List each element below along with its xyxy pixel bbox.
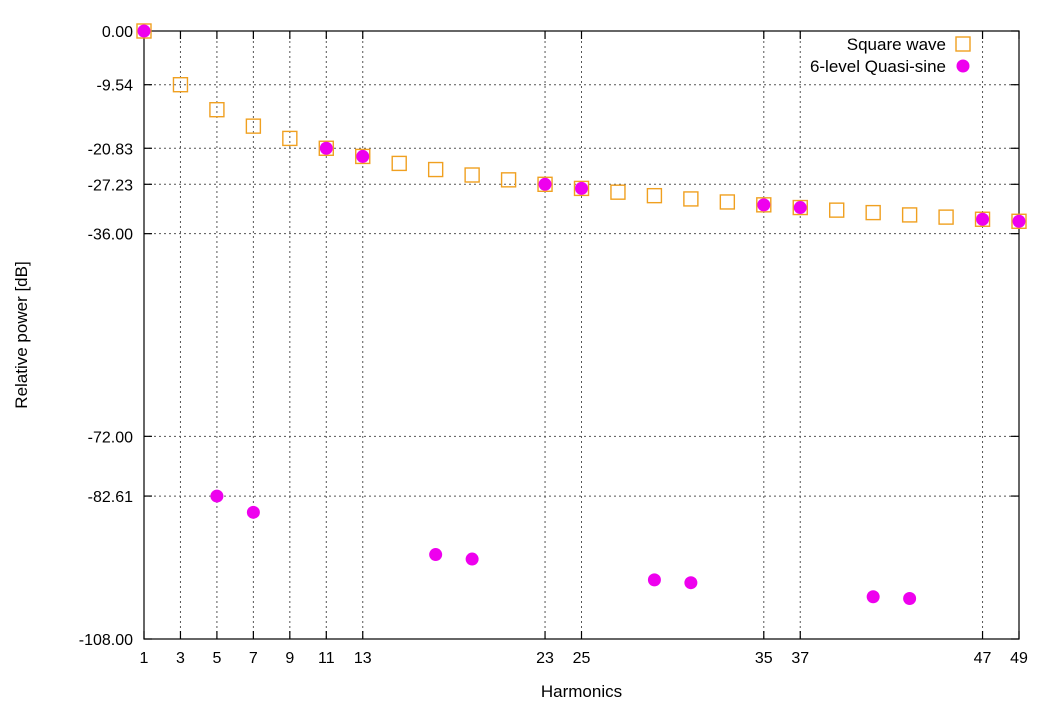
legend-marker-square bbox=[955, 36, 971, 52]
square-wave-point bbox=[756, 197, 772, 213]
quasi-sine-point bbox=[210, 489, 224, 503]
x-tick-label: 25 bbox=[573, 650, 591, 667]
series-2 bbox=[137, 24, 1026, 605]
square-wave-point bbox=[172, 77, 189, 93]
square-wave-point bbox=[318, 140, 334, 156]
x-tick-label: 1 bbox=[140, 650, 149, 667]
quasi-sine-point bbox=[684, 576, 698, 590]
quasi-sine-point bbox=[1012, 214, 1026, 228]
y-tick-label: -36.00 bbox=[88, 227, 133, 244]
y-tick-label: -72.00 bbox=[88, 429, 133, 446]
quasi-sine-point bbox=[575, 181, 588, 195]
square-wave-point bbox=[719, 194, 736, 210]
x-tick-label: 47 bbox=[974, 650, 992, 667]
x-tick-label: 23 bbox=[536, 650, 554, 667]
square-wave-point bbox=[646, 187, 663, 204]
square-wave-point bbox=[537, 176, 553, 192]
square-wave-point bbox=[573, 180, 590, 197]
legend: Square wave 6-level Quasi-sine bbox=[810, 35, 971, 76]
series-1 bbox=[136, 23, 1027, 229]
square-wave-point bbox=[464, 167, 480, 183]
series-layer bbox=[136, 23, 1027, 605]
x-tick-label: 49 bbox=[1010, 650, 1028, 667]
quasi-sine-point bbox=[647, 573, 661, 587]
quasi-sine-point bbox=[866, 590, 880, 604]
y-tick-label: -82.61 bbox=[88, 489, 133, 506]
x-tick-label: 11 bbox=[318, 650, 335, 667]
square-wave-point bbox=[282, 130, 298, 147]
tick-layer: 1 3 5 7 9 11 13 23 25 35 37 47 490.00-9.54-20.83-27.… bbox=[79, 24, 1028, 667]
square-wave-point bbox=[792, 199, 808, 216]
square-wave-point bbox=[865, 204, 881, 221]
y-tick-label: -20.83 bbox=[88, 141, 133, 158]
x-tick-label: 37 bbox=[791, 650, 809, 667]
square-wave-point bbox=[245, 118, 262, 134]
square-wave-point bbox=[610, 184, 626, 200]
quasi-sine-point bbox=[319, 141, 333, 155]
quasi-sine-point bbox=[757, 198, 771, 212]
x-tick-label: 5 bbox=[212, 650, 221, 667]
x-tick-label: 13 bbox=[354, 650, 372, 667]
square-wave-point bbox=[427, 161, 444, 178]
quasi-sine-point bbox=[356, 149, 370, 163]
y-tick-label: -108.00 bbox=[79, 632, 133, 649]
grid-layer bbox=[144, 31, 1019, 639]
square-wave-point bbox=[1011, 213, 1027, 229]
quasi-sine-point bbox=[246, 505, 260, 519]
quasi-sine-point bbox=[538, 177, 552, 191]
square-wave-point bbox=[391, 155, 407, 172]
square-wave-point bbox=[974, 211, 991, 227]
square-wave-point bbox=[209, 102, 225, 118]
square-wave-point bbox=[683, 191, 699, 207]
square-wave-point bbox=[355, 148, 371, 165]
y-tick-label: -9.54 bbox=[97, 78, 134, 95]
y-axis-title: Relative power [dB] bbox=[12, 261, 31, 408]
y-tick-label: -27.23 bbox=[88, 177, 133, 194]
x-tick-label: 35 bbox=[755, 650, 773, 667]
quasi-sine-point bbox=[137, 24, 151, 38]
quasi-sine-point bbox=[903, 591, 917, 605]
legend-marker-circle bbox=[956, 59, 970, 73]
legend-label: Square wave bbox=[847, 35, 946, 54]
quasi-sine-point bbox=[429, 548, 443, 562]
quasi-sine-point bbox=[976, 212, 990, 226]
quasi-sine-point bbox=[793, 201, 807, 215]
x-tick-label: 3 bbox=[176, 650, 185, 667]
square-wave-point bbox=[500, 172, 517, 188]
x-tick-label: 9 bbox=[285, 650, 294, 667]
quasi-sine-point bbox=[465, 552, 479, 566]
y-tick-label: 0.00 bbox=[102, 24, 133, 41]
square-wave-point bbox=[901, 207, 918, 223]
x-tick-label: 7 bbox=[249, 650, 258, 667]
legend-label: 6-level Quasi-sine bbox=[810, 57, 946, 76]
square-wave-point bbox=[136, 23, 152, 39]
square-wave-point bbox=[829, 202, 845, 218]
x-axis-title: Harmonics bbox=[541, 682, 622, 701]
square-wave-point bbox=[938, 209, 954, 225]
